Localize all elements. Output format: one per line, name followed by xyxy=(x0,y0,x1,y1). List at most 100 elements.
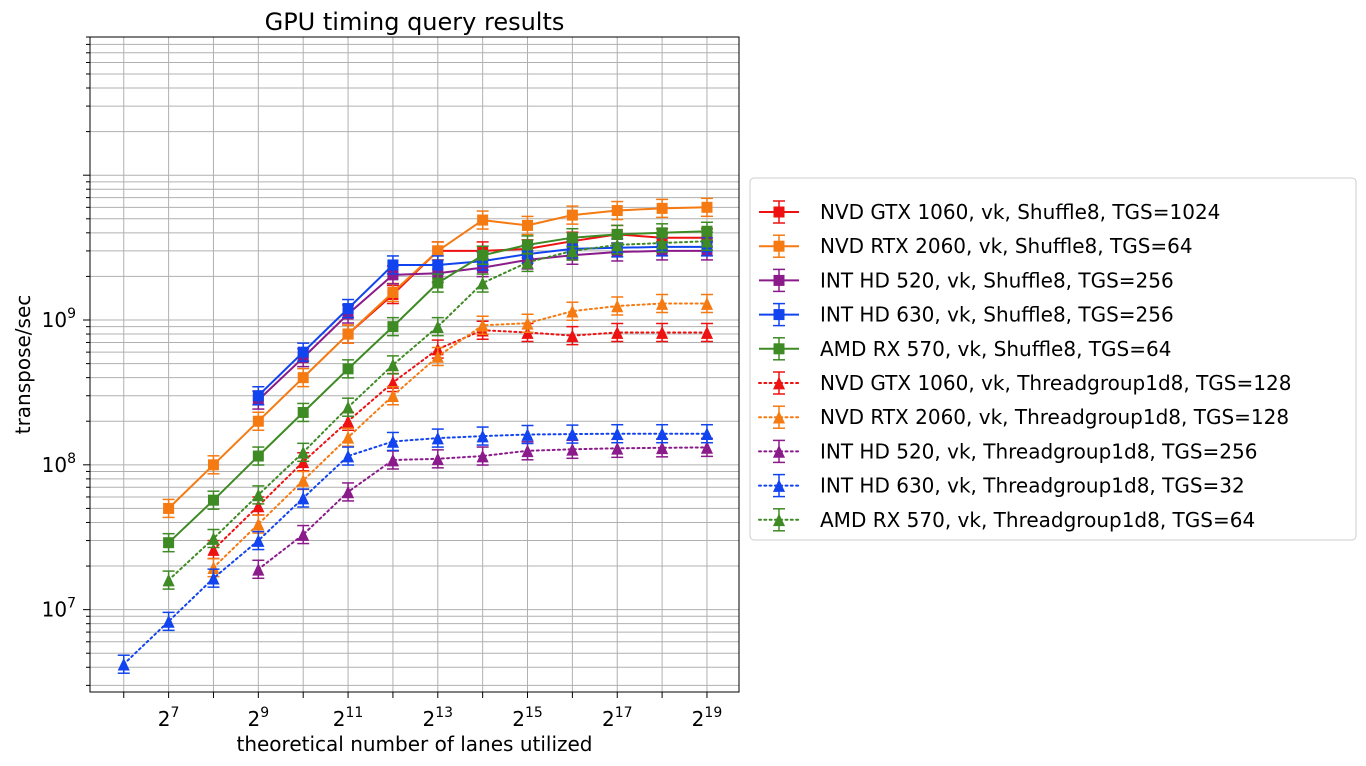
data-point-square xyxy=(611,205,623,217)
x-tick-label: 213 xyxy=(423,705,454,731)
data-point-square xyxy=(656,202,668,214)
data-point-square xyxy=(432,259,444,271)
y-tick-exponent: 9 xyxy=(67,306,76,322)
data-point-triangle xyxy=(700,326,714,339)
x-tick-exponent: 9 xyxy=(260,705,269,721)
data-point-triangle xyxy=(656,326,669,339)
series xyxy=(162,231,714,590)
data-point-triangle xyxy=(476,318,489,332)
data-point-triangle xyxy=(611,299,624,313)
x-tick-exponent: 11 xyxy=(346,705,364,721)
x-tick-exponent: 15 xyxy=(525,705,543,721)
y-tick-label: 109 xyxy=(42,306,76,332)
data-point-triangle xyxy=(386,358,399,372)
chart-title: GPU timing query results xyxy=(265,8,565,36)
legend-entry: INT HD 520, vk, Threadgroup1d8, TGS=256 xyxy=(758,439,1257,463)
data-point-square xyxy=(297,406,309,418)
series xyxy=(207,293,714,578)
series-line xyxy=(212,329,708,551)
legend-entry: INT HD 630, vk, Threadgroup1d8, TGS=32 xyxy=(758,474,1245,498)
data-point-square xyxy=(342,328,354,340)
data-point-triangle xyxy=(207,532,220,545)
x-tick-label: 211 xyxy=(333,705,364,731)
data-point-triangle xyxy=(252,499,265,513)
x-tick-label: 219 xyxy=(692,705,723,731)
x-tick-label: 215 xyxy=(512,705,543,731)
data-point-triangle xyxy=(342,430,355,444)
data-point-triangle xyxy=(431,452,444,466)
x-axis-label: theoretical number of lanes utilized xyxy=(236,732,592,756)
data-point-triangle xyxy=(611,442,624,455)
data-point-triangle xyxy=(656,427,669,441)
data-point-triangle xyxy=(656,297,669,310)
series xyxy=(117,423,714,674)
legend-label: INT HD 630, vk, Shuffle8, TGS=256 xyxy=(820,303,1174,327)
data-point-square xyxy=(522,219,534,231)
data-point-triangle xyxy=(207,571,220,585)
data-point-triangle xyxy=(297,474,310,487)
data-point-triangle xyxy=(611,427,624,441)
data-point-triangle xyxy=(700,234,714,248)
data-point-square xyxy=(566,209,578,221)
data-point-triangle xyxy=(342,414,355,428)
series xyxy=(162,221,713,553)
legend-label: NVD RTX 2060, vk, Threadgroup1d8, TGS=12… xyxy=(820,405,1289,429)
data-point-triangle xyxy=(386,376,399,389)
data-point-triangle xyxy=(700,297,714,310)
y-tick-exponent: 7 xyxy=(67,596,76,612)
data-point-triangle xyxy=(611,238,624,252)
data-point-triangle xyxy=(431,350,444,363)
data-point-square xyxy=(297,372,309,384)
plot-frame xyxy=(89,36,740,693)
data-point-square xyxy=(387,286,399,298)
data-point-triangle xyxy=(566,304,579,318)
data-point-square xyxy=(477,214,489,226)
data-point-triangle xyxy=(117,657,130,671)
data-point-triangle xyxy=(342,449,355,463)
y-tick-base: 10 xyxy=(42,453,67,477)
data-point-triangle xyxy=(342,400,355,414)
data-point-triangle xyxy=(162,573,175,587)
data-point-triangle xyxy=(162,615,175,628)
legend-label: INT HD 630, vk, Threadgroup1d8, TGS=32 xyxy=(820,474,1245,498)
y-tick-base: 10 xyxy=(42,308,67,332)
legend-entry: NVD GTX 1060, vk, Threadgroup1d8, TGS=12… xyxy=(758,371,1291,395)
data-point-triangle xyxy=(252,488,265,502)
data-point-square xyxy=(342,363,354,375)
legend-entry: NVD RTX 2060, vk, Threadgroup1d8, TGS=12… xyxy=(758,405,1289,429)
legend-label: INT HD 520, vk, Shuffle8, TGS=256 xyxy=(820,268,1174,292)
data-point-triangle xyxy=(297,528,310,541)
data-point-triangle xyxy=(700,427,714,441)
data-point-square xyxy=(656,227,668,239)
series-line xyxy=(122,432,708,666)
data-point-triangle xyxy=(772,376,786,390)
data-point-triangle xyxy=(566,442,579,456)
legend-entry: INT HD 630, vk, Shuffle8, TGS=256 xyxy=(759,303,1174,327)
data-point-square xyxy=(387,321,399,333)
legend-entry: INT HD 520, vk, Shuffle8, TGS=256 xyxy=(759,268,1174,292)
data-point-square xyxy=(163,537,175,549)
data-point-triangle xyxy=(431,320,444,333)
x-tick-base: 2 xyxy=(248,707,261,731)
y-tick-base: 10 xyxy=(42,598,67,622)
data-point-triangle xyxy=(252,517,265,531)
data-point-triangle xyxy=(207,543,220,556)
data-point-square xyxy=(566,232,578,244)
data-point-square xyxy=(387,269,399,281)
data-point-square xyxy=(522,239,534,251)
data-point-triangle xyxy=(656,441,669,455)
data-point-square xyxy=(611,228,623,240)
legend-entry: NVD RTX 2060, vk, Shuffle8, TGS=64 xyxy=(759,234,1193,258)
x-tick-base: 2 xyxy=(158,707,171,731)
data-point-square xyxy=(432,277,444,289)
data-point-triangle xyxy=(521,256,534,269)
data-point-triangle xyxy=(700,441,714,454)
data-point-triangle xyxy=(772,445,786,458)
data-point-triangle xyxy=(521,428,534,441)
data-point-triangle xyxy=(386,389,399,403)
series xyxy=(162,197,713,519)
grid xyxy=(90,36,739,692)
data-point-triangle xyxy=(431,431,444,445)
